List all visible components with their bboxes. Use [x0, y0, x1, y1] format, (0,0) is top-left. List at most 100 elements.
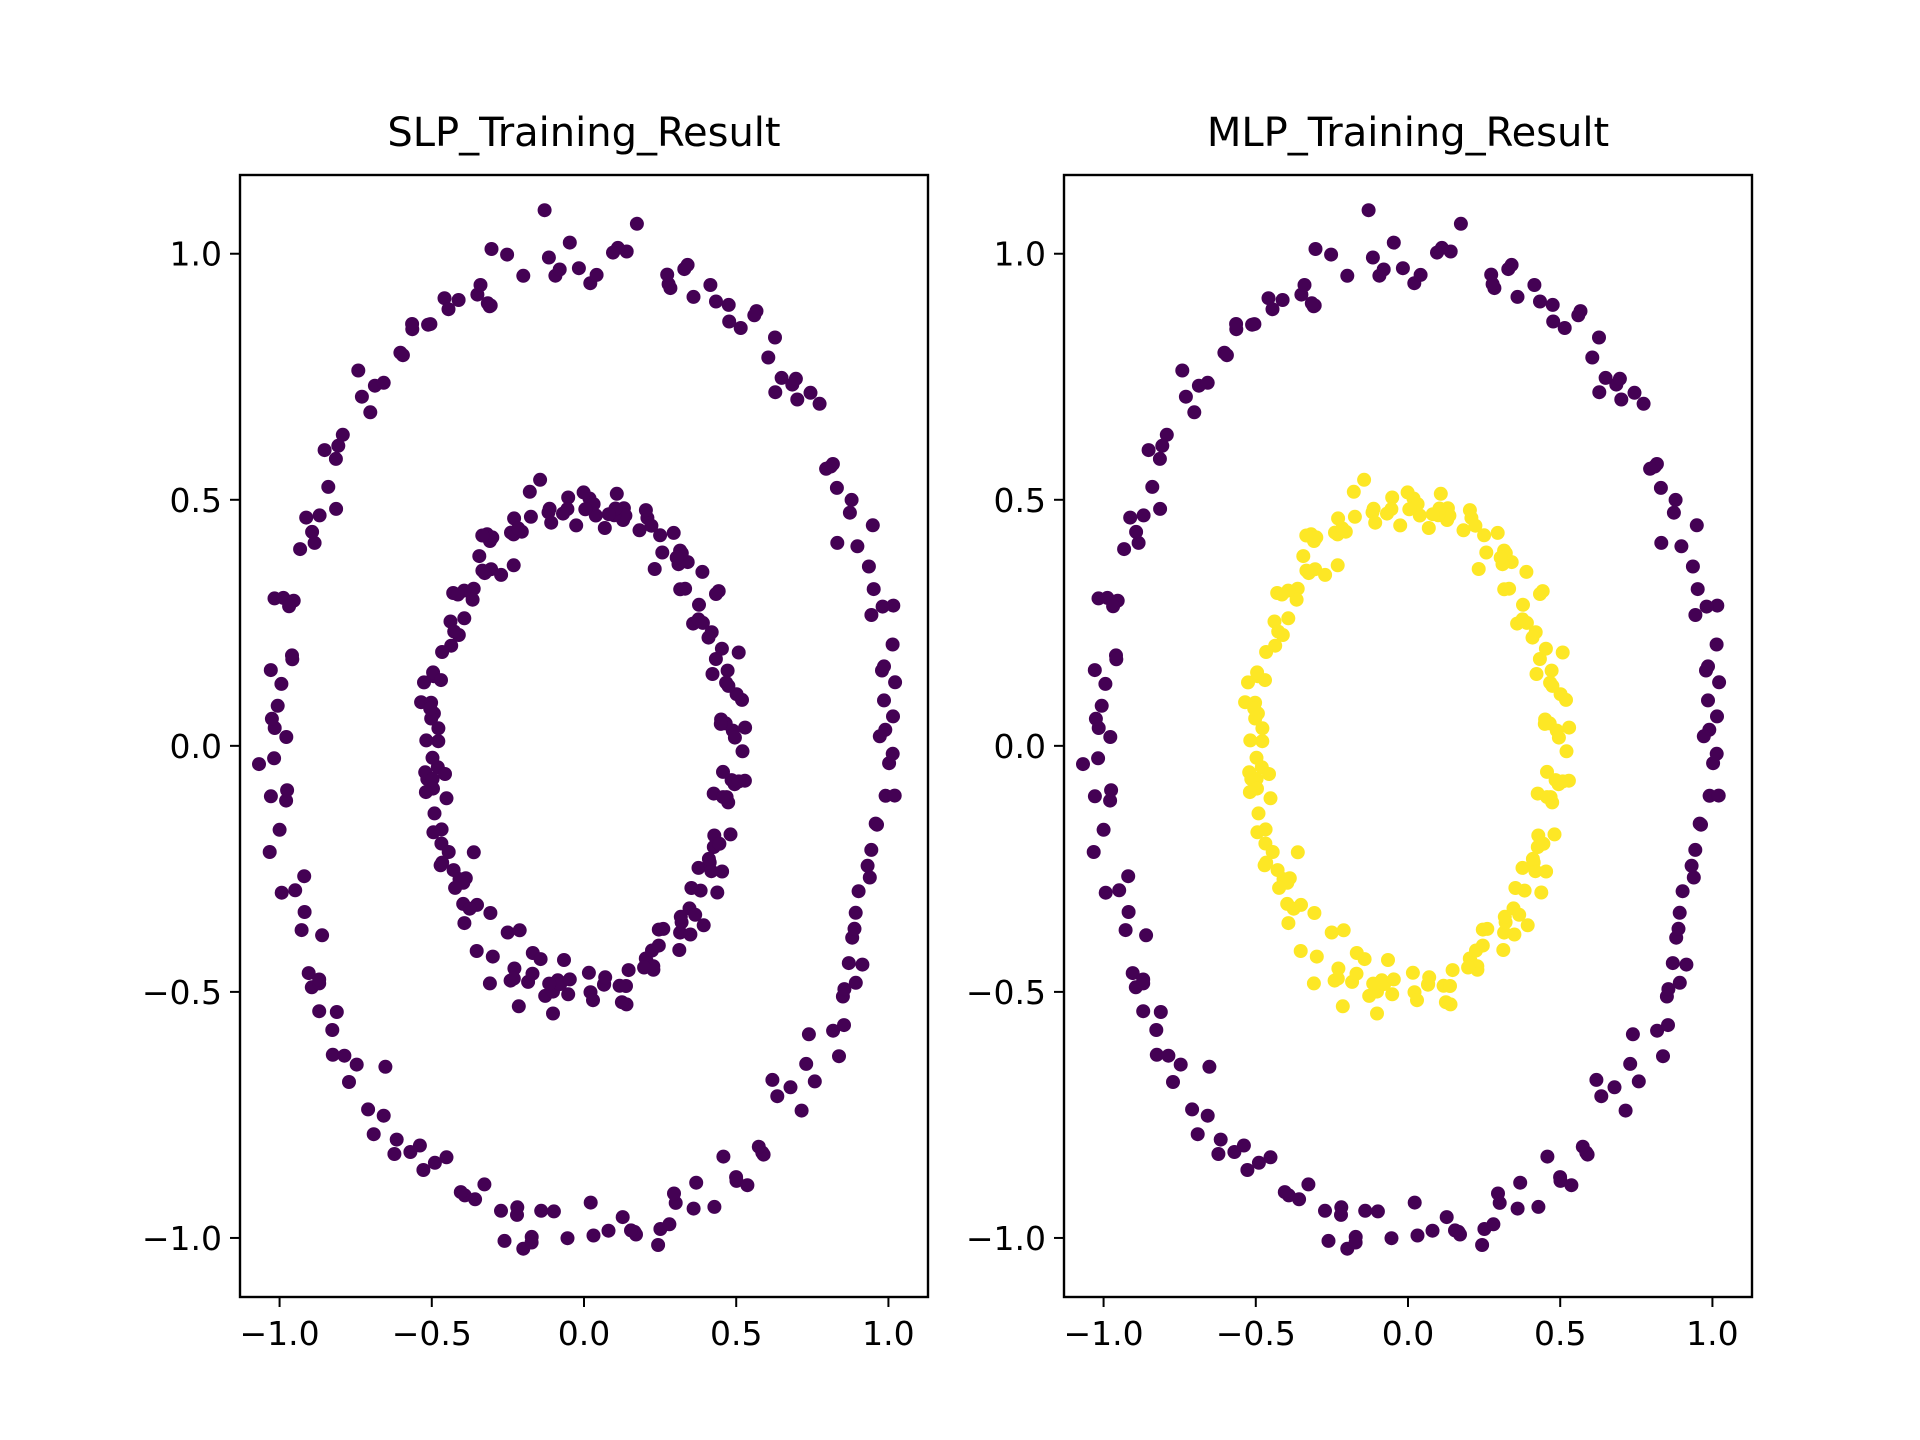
- mlp-inner-point: [1274, 587, 1289, 602]
- mlp-outer-point: [1627, 385, 1642, 400]
- slp-inner-point: [655, 545, 670, 560]
- slp-outer-point: [297, 869, 312, 884]
- mlp-y-tick-label: −0.5: [966, 973, 1046, 1012]
- slp-inner-point: [597, 521, 612, 535]
- slp-outer-point: [601, 1223, 616, 1238]
- slp-outer-point: [534, 1203, 549, 1218]
- mlp-inner-point: [1471, 562, 1486, 576]
- slp-outer-point: [844, 492, 859, 507]
- mlp-inner-point: [1475, 938, 1490, 953]
- mlp-outer-point: [1229, 317, 1244, 331]
- slp-inner-point: [457, 611, 472, 626]
- mlp-inner-point: [1496, 943, 1511, 957]
- mlp-outer-point: [1653, 480, 1668, 495]
- mlp-inner-point: [1421, 521, 1436, 535]
- slp-outer-point: [571, 261, 586, 276]
- slp-outer-point: [441, 302, 456, 317]
- slp-inner-point: [695, 564, 710, 579]
- mlp-outer-point: [1650, 1023, 1665, 1038]
- mlp-outer-point: [1585, 350, 1600, 365]
- mlp-outer-point: [1684, 858, 1699, 873]
- mlp-inner-point: [1331, 961, 1346, 976]
- slp-inner-point: [506, 971, 521, 986]
- slp-outer-point: [686, 1201, 701, 1216]
- mlp-outer-point: [1227, 1145, 1242, 1159]
- slp-outer-point: [453, 1185, 468, 1200]
- mlp-outer-point: [1688, 608, 1703, 622]
- slp-inner-point: [714, 641, 729, 656]
- mlp-outer-point: [1136, 972, 1151, 987]
- mlp-outer-point: [1439, 1210, 1454, 1225]
- mlp-outer-point: [1453, 216, 1468, 231]
- mlp-outer-point: [1301, 1177, 1316, 1192]
- slp-inner-point: [705, 667, 720, 681]
- mlp-outer-point: [1636, 396, 1651, 411]
- slp-inner-point: [715, 864, 730, 879]
- mlp-outer-point: [1334, 1200, 1349, 1215]
- mlp-inner-point: [1433, 486, 1448, 501]
- slp-outer-point: [263, 663, 278, 678]
- mlp-outer-point: [1219, 348, 1234, 363]
- mlp-inner-point: [1516, 597, 1530, 612]
- mlp-inner-point: [1477, 528, 1492, 543]
- mlp-inner-point: [1536, 836, 1551, 851]
- mlp-outer-point: [1689, 518, 1704, 533]
- mlp-outer-point: [1277, 1185, 1292, 1200]
- slp-outer-point: [325, 1047, 340, 1062]
- mlp-inner-point: [1512, 907, 1527, 922]
- slp-inner-point: [701, 851, 716, 866]
- mlp-outer-point: [1121, 869, 1136, 884]
- mlp-inner-point: [1479, 545, 1494, 560]
- slp-outer-point: [812, 396, 827, 411]
- mlp-outer-point: [1665, 956, 1680, 971]
- mlp-outer-point: [1141, 443, 1156, 458]
- mlp-outer-point: [1340, 268, 1355, 283]
- mlp-outer-point: [1297, 278, 1312, 292]
- mlp-outer-point: [1129, 524, 1144, 539]
- mlp-inner-point: [1289, 592, 1304, 607]
- slp-outer-point: [832, 1049, 846, 1064]
- mlp-inner-point: [1515, 860, 1530, 875]
- slp-inner-point: [561, 987, 576, 1002]
- slp-inner-point: [418, 785, 433, 800]
- mlp-inner-point: [1443, 979, 1457, 993]
- slp-outer-point: [864, 842, 879, 857]
- slp-outer-point: [877, 659, 891, 674]
- slp-outer-point: [361, 1102, 376, 1117]
- slp-outer-point: [740, 1178, 755, 1193]
- slp-outer-point: [783, 1080, 798, 1095]
- slp-inner-point: [621, 963, 636, 978]
- mlp-outer-point: [1575, 1139, 1590, 1154]
- slp-inner-point: [638, 503, 653, 518]
- mlp-outer-point: [1654, 535, 1669, 550]
- mlp-inner-point: [1410, 993, 1424, 1008]
- mlp-outer-point: [1123, 510, 1138, 525]
- slp-inner-point: [653, 528, 668, 543]
- slp-outer-point: [662, 1217, 677, 1232]
- mlp-outer-point: [1211, 1147, 1226, 1161]
- mlp-outer-point: [1125, 966, 1140, 981]
- slp-outer-point: [335, 427, 350, 442]
- mlp-inner-point: [1386, 972, 1401, 987]
- slp-outer-point: [680, 257, 695, 272]
- slp-outer-point: [279, 793, 294, 808]
- slp-outer-point: [768, 385, 783, 400]
- mlp-inner-point: [1247, 701, 1262, 716]
- slp-outer-point: [301, 966, 316, 981]
- slp-inner-point: [708, 652, 723, 666]
- mlp-inner-point: [1255, 721, 1270, 736]
- slp-outer-point: [761, 350, 776, 365]
- mlp-inner-point: [1299, 563, 1314, 578]
- mlp-outer-point: [1696, 729, 1711, 744]
- mlp-outer-point: [1175, 363, 1190, 378]
- slp-outer-point: [510, 1200, 525, 1215]
- mlp-outer-point: [1200, 1108, 1215, 1123]
- slp-outer-point: [494, 1203, 508, 1218]
- slp-inner-point: [560, 502, 575, 517]
- mlp-outer-point: [1679, 957, 1694, 972]
- mlp-inner-point: [1525, 630, 1540, 645]
- mlp-outer-point: [1318, 1203, 1332, 1218]
- slp-inner-point: [720, 663, 735, 678]
- slp-inner-point: [431, 721, 446, 736]
